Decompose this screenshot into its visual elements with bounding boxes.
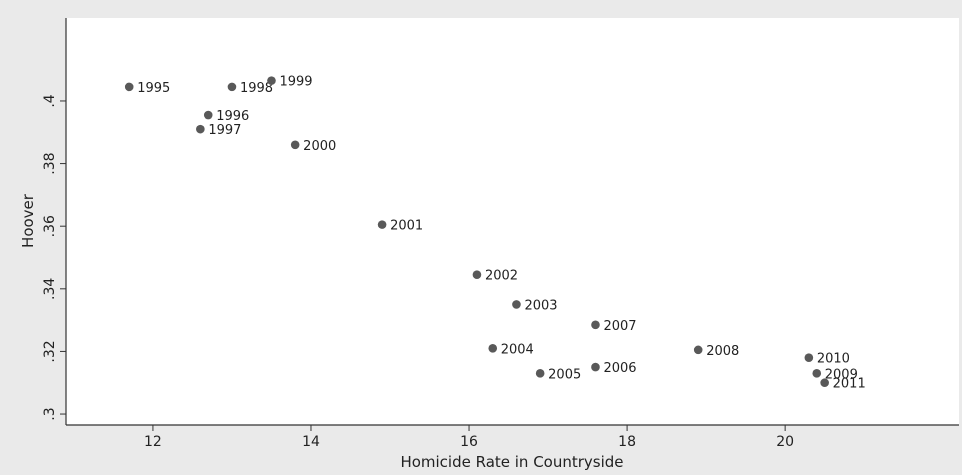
x-tick-label: 16 xyxy=(460,434,478,450)
data-point xyxy=(591,362,600,372)
y-tick-label: .32 xyxy=(42,340,58,362)
x-tick-label: 14 xyxy=(302,434,320,450)
data-point xyxy=(472,270,482,280)
point-label: 2001 xyxy=(390,219,423,234)
point-label: 1998 xyxy=(240,81,273,96)
x-tick-label: 18 xyxy=(618,434,636,450)
point-label: 2004 xyxy=(501,342,534,357)
x-tick-label: 12 xyxy=(144,434,162,450)
axes-group: 12 14 16 18 20 .3 .32 .34 .36 .38 .4 xyxy=(42,18,959,450)
point-label: 2007 xyxy=(603,319,636,334)
data-point xyxy=(693,345,703,355)
data-point xyxy=(591,320,600,330)
x-axis-title: Homicide Rate in Countryside xyxy=(400,453,623,471)
data-point xyxy=(535,369,545,378)
point-label: 2005 xyxy=(548,367,581,382)
y-axis-title: Hoover xyxy=(19,193,37,248)
data-point xyxy=(124,82,134,92)
y-tick-label: .36 xyxy=(42,215,58,237)
point-label: 1995 xyxy=(137,81,170,96)
data-point xyxy=(488,343,498,353)
data-point xyxy=(196,124,205,134)
data-point xyxy=(377,220,387,229)
point-label: 1997 xyxy=(208,123,241,138)
data-point xyxy=(512,300,521,309)
point-label: 2011 xyxy=(833,377,866,392)
data-point xyxy=(804,353,814,362)
point-label: 2010 xyxy=(817,352,850,367)
point-label: 1999 xyxy=(279,75,312,90)
x-tick-label: 20 xyxy=(776,434,794,450)
y-tick-label: .34 xyxy=(42,278,58,300)
y-tick-label: .3 xyxy=(42,407,58,420)
point-label: 2009 xyxy=(825,367,858,382)
point-label: 2003 xyxy=(524,298,557,313)
data-point xyxy=(203,110,213,120)
y-tick-label: .4 xyxy=(42,94,58,107)
data-point xyxy=(290,140,300,150)
point-label: 2000 xyxy=(303,139,336,154)
point-label: 2006 xyxy=(603,361,636,376)
point-label: 2008 xyxy=(706,344,739,359)
point-label: 2002 xyxy=(485,269,518,284)
point-label: 1996 xyxy=(216,109,249,124)
data-point xyxy=(267,76,276,85)
data-point xyxy=(227,82,237,92)
y-tick-label: .38 xyxy=(42,152,58,174)
data-point xyxy=(812,369,822,378)
data-point xyxy=(820,378,829,388)
